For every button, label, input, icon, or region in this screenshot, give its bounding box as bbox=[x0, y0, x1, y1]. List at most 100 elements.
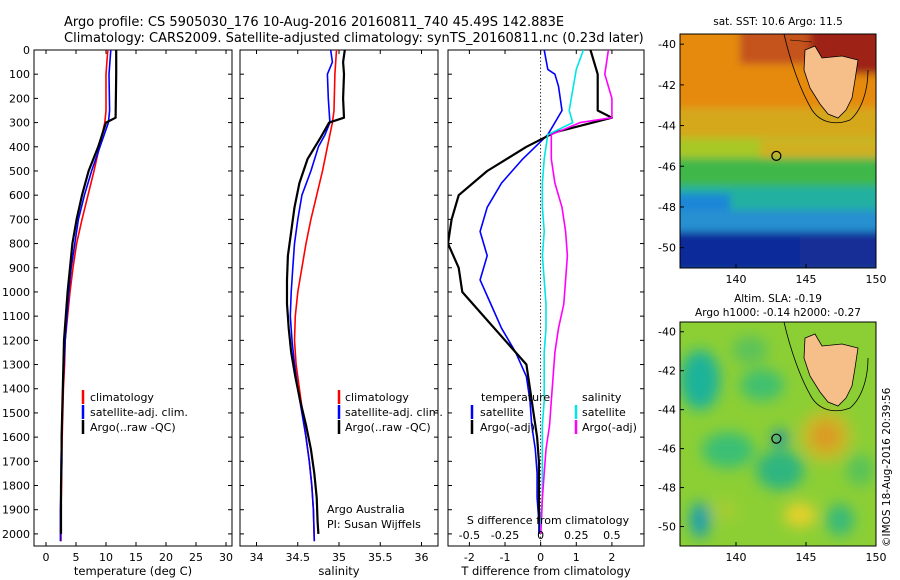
map-y-tick-label: -42 bbox=[658, 79, 676, 92]
difference-panel: -2 -1 0 1 2 T difference from climatology S … bbox=[447, 49, 645, 578]
x-tick-label: 35.5 bbox=[368, 551, 393, 564]
salinity-difference-ticklabels: -0.5 -0.25 0 0.25 0.5 bbox=[459, 529, 621, 542]
x-tick-label: -1 bbox=[500, 551, 511, 564]
x-tick-label: 5 bbox=[73, 551, 80, 564]
legend-salinity-title: salinity bbox=[582, 391, 622, 404]
salinity-legend: climatology satellite-adj. clim. Argo(..… bbox=[337, 390, 443, 434]
argo-position-marker bbox=[771, 433, 782, 444]
temperature-xticks: 0 5 10 15 20 25 30 bbox=[43, 50, 233, 564]
s-diff-tick-label: 0.5 bbox=[603, 529, 621, 542]
s-diff-tick-label: -0.5 bbox=[459, 529, 480, 542]
sla-map-title-line1: Altim. SLA: -0.19 bbox=[734, 293, 822, 305]
sst-isobath bbox=[783, 34, 869, 124]
tasmania-shape bbox=[803, 333, 859, 407]
map-y-tick-label: -40 bbox=[658, 38, 676, 51]
series-temperature-argo-adj bbox=[448, 50, 614, 534]
map-x-tick-label: 150 bbox=[866, 273, 887, 286]
legend-satellite-adj: satellite-adj. clim. bbox=[90, 406, 188, 419]
depth-tick-label: 600 bbox=[9, 189, 30, 202]
tasmania-shape bbox=[803, 45, 859, 119]
imos-credit: ©IMOS 18-Aug-2016 20:39:56 bbox=[881, 387, 893, 547]
annotation-pi: PI: Susan Wijffels bbox=[327, 518, 421, 531]
map-x-tick-label: 150 bbox=[866, 551, 887, 564]
salinity-series bbox=[285, 50, 346, 542]
x-tick-label: 10 bbox=[99, 551, 113, 564]
sst-map-xticks: 140 145 150 bbox=[726, 264, 887, 286]
difference-xticks: -2 -1 0 1 2 bbox=[464, 50, 615, 564]
depth-tick-label: 400 bbox=[9, 141, 30, 154]
depth-tick-label: 800 bbox=[9, 238, 30, 251]
legend-temperature-title: temperature bbox=[481, 391, 550, 404]
sla-map: Altim. SLA: -0.19 Argo h1000: -0.14 h200… bbox=[658, 293, 886, 564]
x-tick-label: -2 bbox=[464, 551, 475, 564]
salinity-xlabel: salinity bbox=[318, 564, 359, 578]
difference-series bbox=[448, 50, 614, 534]
map-y-tick-label: -46 bbox=[658, 443, 676, 456]
depth-tick-label: 1500 bbox=[2, 407, 30, 420]
series-salinity-satellite bbox=[539, 50, 585, 534]
map-y-tick-label: -48 bbox=[658, 201, 676, 214]
depth-tick-label: 0 bbox=[23, 44, 30, 57]
x-tick-label: 34.5 bbox=[286, 551, 311, 564]
x-tick-label: 15 bbox=[129, 551, 143, 564]
temperature-panel-frame bbox=[33, 49, 233, 547]
annotation-argo-australia: Argo Australia bbox=[327, 503, 405, 516]
legend-sal-satellite: satellite bbox=[582, 406, 626, 419]
x-tick-label: 36 bbox=[415, 551, 429, 564]
depth-tick-label: 1700 bbox=[2, 455, 30, 468]
depth-tick-label: 2000 bbox=[2, 528, 30, 541]
map-y-tick-label: -48 bbox=[658, 482, 676, 495]
difference-panel-frame bbox=[447, 49, 645, 547]
x-tick-label: 35 bbox=[332, 551, 346, 564]
x-tick-label: 0 bbox=[43, 551, 50, 564]
map-y-tick-label: -42 bbox=[658, 365, 676, 378]
depth-tick-label: 300 bbox=[9, 117, 30, 130]
map-y-tick-label: -50 bbox=[658, 242, 676, 255]
map-y-tick-label: -40 bbox=[658, 326, 676, 339]
legend-argo: Argo(..raw -QC) bbox=[90, 421, 176, 434]
depth-tick-label: 100 bbox=[9, 68, 30, 81]
depth-tick-label: 1300 bbox=[2, 359, 30, 372]
figure-title-line2: Climatology: CARS2009. Satellite-adjuste… bbox=[64, 31, 644, 46]
series-salinity-argo-adj bbox=[539, 50, 613, 534]
temperature-panel: 0100200300400500600700800900100011001200… bbox=[2, 44, 233, 578]
sla-map-yticks: -40 -42 -44 -46 -48 -50 bbox=[658, 326, 684, 534]
x-tick-label: 0 bbox=[537, 551, 544, 564]
legend-sal-argo: Argo(-adj) bbox=[582, 421, 637, 434]
temperature-series bbox=[59, 50, 118, 542]
s-diff-tick-label: 0 bbox=[537, 529, 544, 542]
map-y-tick-label: -50 bbox=[658, 521, 676, 534]
s-diff-tick-label: -0.25 bbox=[491, 529, 519, 542]
legend-climatology: climatology bbox=[90, 391, 154, 404]
map-x-tick-label: 145 bbox=[796, 551, 817, 564]
depth-tick-label: 700 bbox=[9, 213, 30, 226]
depth-axis: 0 100 200 300 400 500 600 700 800 900 1000 1100 1200… bbox=[2, 44, 232, 541]
difference-legend: temperature satellite Argo(-adj) salinit… bbox=[470, 391, 637, 434]
sst-map-title: sat. SST: 10.6 Argo: 11.5 bbox=[713, 16, 843, 28]
temperature-legend: climatology satellite-adj. clim. Argo(..… bbox=[81, 390, 188, 434]
sla-map-field bbox=[680, 322, 876, 546]
legend-satellite-adj: satellite-adj. clim. bbox=[345, 406, 443, 419]
salinity-panel: 34 34.5 35 35.5 36 salinity climatology sate… bbox=[239, 49, 443, 578]
depth-tick-label: 900 bbox=[9, 262, 30, 275]
difference-depth-ticks bbox=[448, 49, 644, 535]
s-difference-label: S difference from climatology bbox=[467, 514, 630, 527]
x-tick-label: 1 bbox=[573, 551, 580, 564]
depth-tick-label: 1800 bbox=[2, 480, 30, 493]
map-x-tick-label: 140 bbox=[726, 551, 747, 564]
sla-map-title-line2: Argo h1000: -0.14 h2000: -0.27 bbox=[695, 307, 861, 319]
series-satellite-adj-clim bbox=[289, 50, 334, 542]
depth-tick-label: 1600 bbox=[2, 431, 30, 444]
depth-tick-label: 1000 bbox=[2, 286, 30, 299]
legend-temp-satellite: satellite bbox=[480, 406, 524, 419]
depth-tick-label: 200 bbox=[9, 92, 30, 105]
legend-temp-argo: Argo(-adj) bbox=[480, 421, 535, 434]
depth-tick-label: 1400 bbox=[2, 383, 30, 396]
series-temperature-satellite bbox=[479, 50, 563, 534]
sst-map-frame bbox=[679, 33, 877, 269]
salinity-panel-frame bbox=[239, 49, 439, 547]
x-tick-label: 20 bbox=[159, 551, 173, 564]
map-x-tick-label: 145 bbox=[796, 273, 817, 286]
s-diff-tick-label: 0.25 bbox=[564, 529, 589, 542]
